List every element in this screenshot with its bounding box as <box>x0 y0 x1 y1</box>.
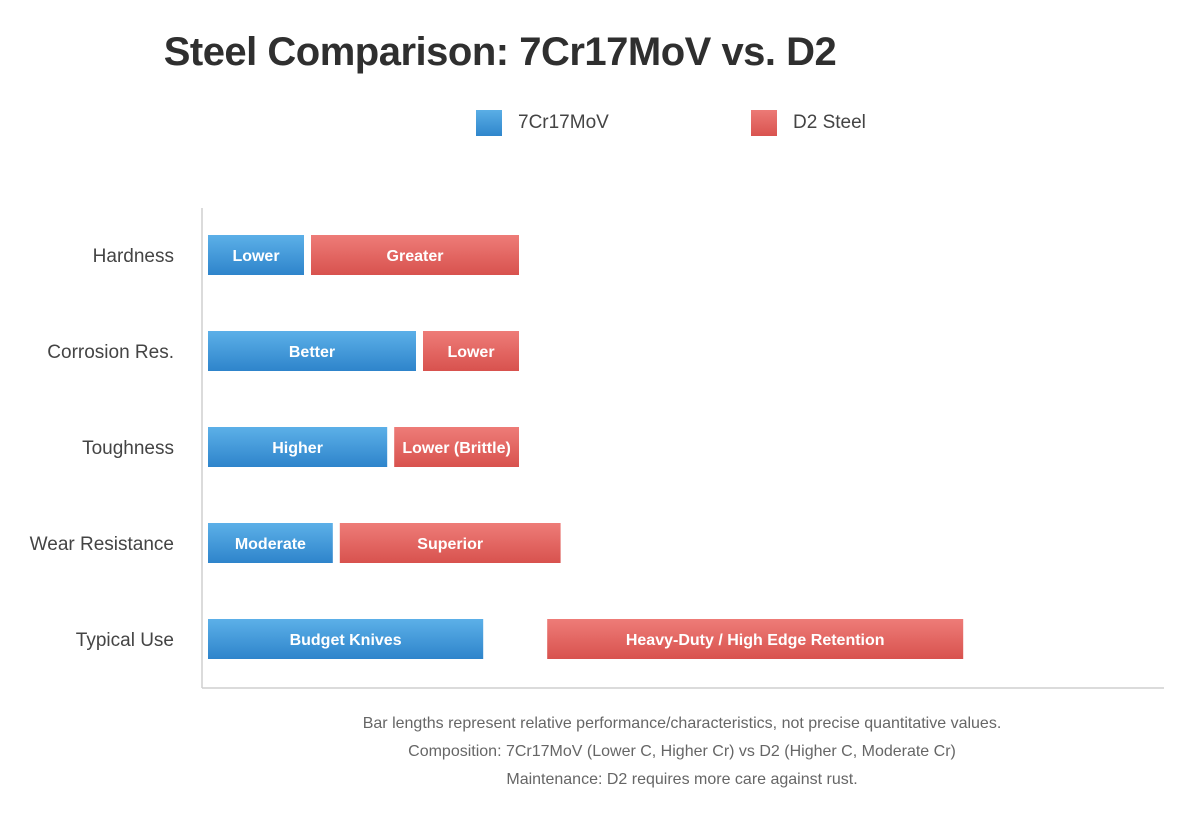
footnotes: Bar lengths represent relative performan… <box>182 710 1182 794</box>
bar-7cr17mov-4 <box>208 619 484 659</box>
bar-d2-4 <box>547 619 964 659</box>
bar-label-d2-0: Greater <box>387 248 444 265</box>
legend-swatch-red <box>751 110 777 136</box>
bar-label-d2-1: Lower <box>447 344 494 361</box>
category-label-3: Wear Resistance <box>30 534 174 555</box>
bar-label-7cr17mov-2: Higher <box>272 440 323 457</box>
legend-label-d2: D2 Steel <box>793 112 866 133</box>
bar-7cr17mov-1 <box>208 331 416 371</box>
chart-title: Steel Comparison: 7Cr17MoV vs. D2 <box>163 30 837 74</box>
bar-7cr17mov-0 <box>208 235 304 275</box>
category-label-4: Typical Use <box>76 630 174 651</box>
bar-d2-2 <box>394 427 519 467</box>
bar-label-7cr17mov-4: Budget Knives <box>290 632 402 649</box>
bar-7cr17mov-3 <box>208 523 333 563</box>
category-label-2: Toughness <box>82 438 174 459</box>
bar-label-7cr17mov-3: Moderate <box>235 536 306 553</box>
bar-label-d2-4: Heavy-Duty / High Edge Retention <box>626 632 885 649</box>
legend-item-7cr17mov: 7Cr17MoV <box>476 110 609 136</box>
legend-swatch-blue <box>476 110 502 136</box>
footnote-1: Bar lengths represent relative performan… <box>362 715 1002 732</box>
footnote-2: Composition: 7Cr17MoV (Lower C, Higher C… <box>408 743 956 760</box>
bar-label-d2-2: Lower (Brittle) <box>402 440 510 457</box>
bar-label-7cr17mov-1: Better <box>289 344 335 361</box>
bar-d2-0 <box>311 235 519 275</box>
footnote-3: Maintenance: D2 requires more care again… <box>506 771 858 788</box>
bar-7cr17mov-2 <box>208 427 388 467</box>
bar-label-d2-3: Superior <box>417 536 483 553</box>
bar-d2-1 <box>423 331 519 371</box>
bar-chart: Hardness Lower Greater Corrosion Res. Better… <box>30 208 1164 689</box>
legend-item-d2: D2 Steel <box>751 110 866 136</box>
bar-label-7cr17mov-0: Lower <box>232 248 279 265</box>
legend: 7Cr17MoV D2 Steel <box>0 110 1200 140</box>
legend-label-7cr17mov: 7Cr17MoV <box>518 112 609 133</box>
bar-d2-3 <box>339 523 561 563</box>
category-label-1: Corrosion Res. <box>47 342 174 363</box>
category-label-0: Hardness <box>93 246 174 267</box>
